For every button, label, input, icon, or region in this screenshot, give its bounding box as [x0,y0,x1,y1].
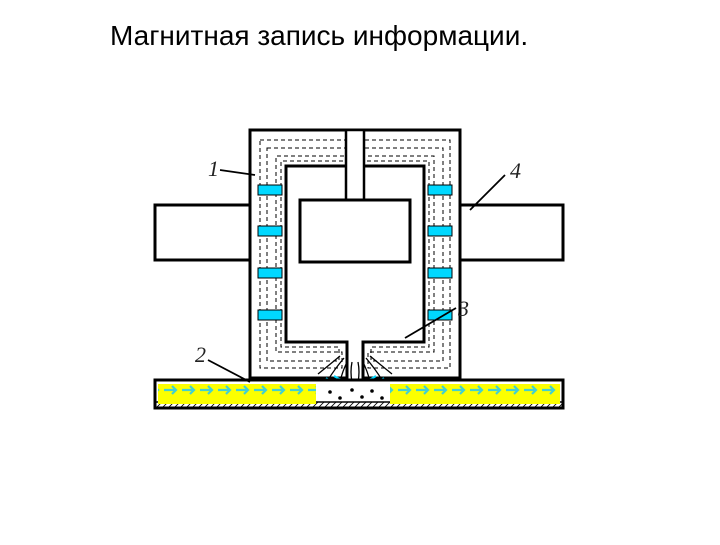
label-3: 3 [457,296,469,321]
side-bar-right [458,205,563,260]
center-stem [346,130,364,202]
label-1: 1 [208,156,219,181]
inner-block [300,200,410,262]
label-2: 2 [195,342,206,367]
tape-domain-left [158,384,316,404]
tape-domain-right [390,384,560,404]
magnetic-head-diagram: 1 2 3 4 [0,0,720,540]
magnetic-tape [155,380,563,408]
side-bar-left [155,205,250,260]
diagram-stage: 1 2 3 4 [0,0,720,540]
label-4: 4 [510,158,521,183]
